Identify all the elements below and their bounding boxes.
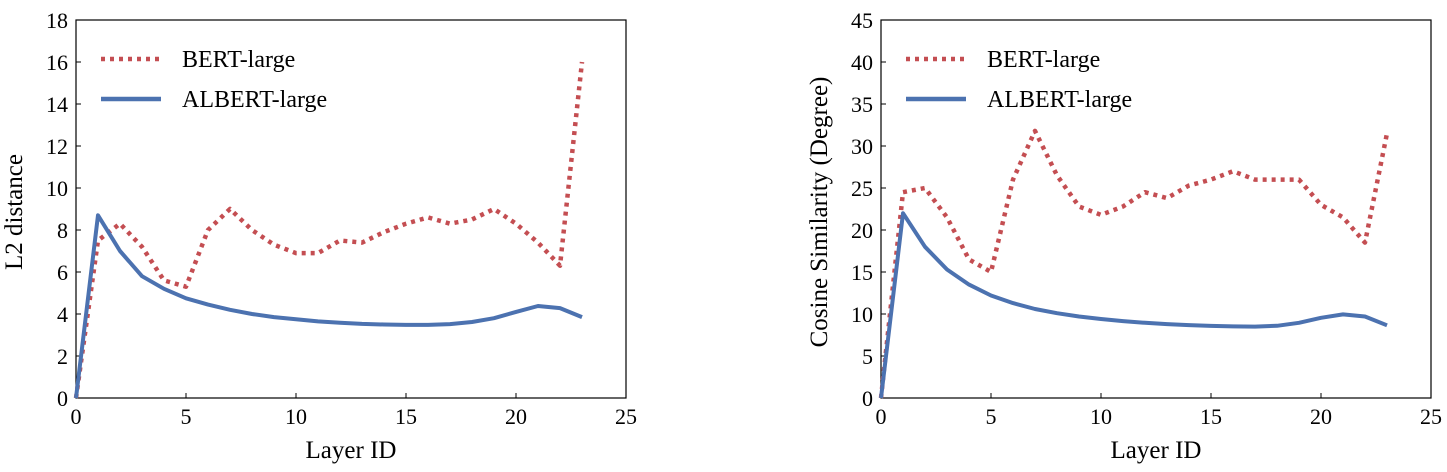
legend-label: BERT-large bbox=[182, 47, 295, 73]
series-line-bert-large bbox=[73, 61, 585, 399]
y-tick-label: 12 bbox=[46, 134, 68, 159]
y-axis-title: Cosine Similarity (Degree) bbox=[806, 77, 833, 348]
x-axis-title: Layer ID bbox=[306, 437, 397, 464]
x-tick-label: 25 bbox=[615, 404, 637, 429]
y-tick-label: 5 bbox=[862, 344, 873, 369]
y-tick-label: 10 bbox=[46, 176, 68, 201]
y-tick-label: 20 bbox=[851, 218, 873, 243]
x-tick-label: 15 bbox=[1200, 404, 1222, 429]
x-tick-label: 10 bbox=[1090, 404, 1112, 429]
y-tick-label: 2 bbox=[57, 344, 68, 369]
chart-1: 0 5 10 15 20 25 0 2 4 6 8 10 12 14 16 18 Layer ID L2 dist… bbox=[1, 8, 637, 464]
y-tick-label: 25 bbox=[851, 176, 873, 201]
x-tick-label: 25 bbox=[1420, 404, 1442, 429]
y-tick-label: 35 bbox=[851, 92, 873, 117]
x-tick-label: 10 bbox=[285, 404, 307, 429]
legend-label: ALBERT-large bbox=[987, 87, 1132, 113]
y-tick-label: 8 bbox=[57, 218, 68, 243]
x-tick-label: 15 bbox=[395, 404, 417, 429]
x-tick-label: 20 bbox=[1310, 404, 1332, 429]
series-line-bert-large bbox=[878, 128, 1390, 399]
y-tick-label: 0 bbox=[862, 386, 873, 411]
y-tick-label: 45 bbox=[851, 8, 873, 33]
x-tick-label: 0 bbox=[876, 404, 887, 429]
y-tick-label: 10 bbox=[851, 302, 873, 327]
x-tick-label: 0 bbox=[71, 404, 82, 429]
y-tick-label: 40 bbox=[851, 50, 873, 75]
x-tick-label: 20 bbox=[505, 404, 527, 429]
y-axis-title: L2 distance bbox=[1, 154, 28, 270]
y-tick-label: 0 bbox=[57, 386, 68, 411]
y-tick-label: 16 bbox=[46, 50, 68, 75]
y-tick-label: 30 bbox=[851, 134, 873, 159]
plot-frame bbox=[75, 19, 627, 399]
legend-label: BERT-large bbox=[987, 47, 1100, 73]
series-line-albert-large bbox=[74, 213, 583, 399]
y-tick-label: 14 bbox=[46, 92, 68, 117]
y-tick-label: 6 bbox=[57, 260, 68, 285]
plot-frame bbox=[880, 19, 1432, 399]
series-line-albert-large bbox=[879, 211, 1388, 399]
legend: BERT-large ALBERT-large bbox=[906, 47, 1132, 113]
legend: BERT-large ALBERT-large bbox=[101, 47, 327, 113]
y-tick-label: 4 bbox=[57, 302, 68, 327]
x-tick-label: 5 bbox=[986, 404, 997, 429]
y-tick-label: 18 bbox=[46, 8, 68, 33]
y-tick-label: 15 bbox=[851, 260, 873, 285]
x-tick-label: 5 bbox=[181, 404, 192, 429]
legend-label: ALBERT-large bbox=[182, 87, 327, 113]
x-axis-title: Layer ID bbox=[1111, 437, 1202, 464]
chart-2: 0 5 10 15 20 25 0 5 10 15 20 25 30 35 40 45 Layer ID Cosi… bbox=[806, 8, 1442, 464]
